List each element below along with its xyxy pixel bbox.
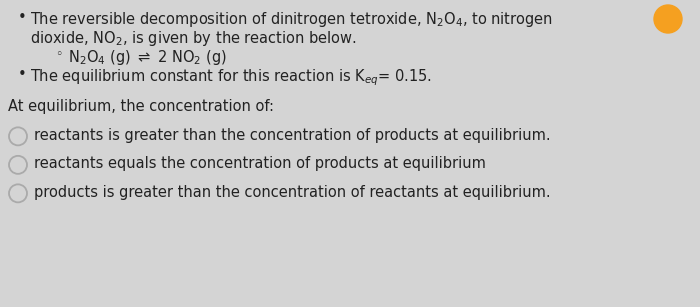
Text: •: •: [18, 10, 27, 25]
Text: products is greater than the concentration of reactants at equilibrium.: products is greater than the concentrati…: [34, 185, 551, 200]
Text: The reversible decomposition of dinitrogen tetroxide, N$_2$O$_4$, to nitrogen: The reversible decomposition of dinitrog…: [30, 10, 553, 29]
Text: •: •: [18, 67, 27, 82]
Text: reactants is greater than the concentration of products at equilibrium.: reactants is greater than the concentrat…: [34, 128, 551, 143]
Text: reactants equals the concentration of products at equilibrium: reactants equals the concentration of pr…: [34, 156, 486, 171]
Text: The equilibrium constant for this reaction is K$_{eq}$= 0.15.: The equilibrium constant for this reacti…: [30, 67, 432, 87]
Text: ◦: ◦: [55, 48, 62, 61]
Text: At equilibrium, the concentration of:: At equilibrium, the concentration of:: [8, 99, 274, 114]
Text: N$_2$O$_4$ (g) $\rightleftharpoons$ 2 NO$_2$ (g): N$_2$O$_4$ (g) $\rightleftharpoons$ 2 NO…: [68, 48, 227, 67]
Text: dioxide, NO$_2$, is given by the reaction below.: dioxide, NO$_2$, is given by the reactio…: [30, 29, 357, 48]
Circle shape: [654, 5, 682, 33]
